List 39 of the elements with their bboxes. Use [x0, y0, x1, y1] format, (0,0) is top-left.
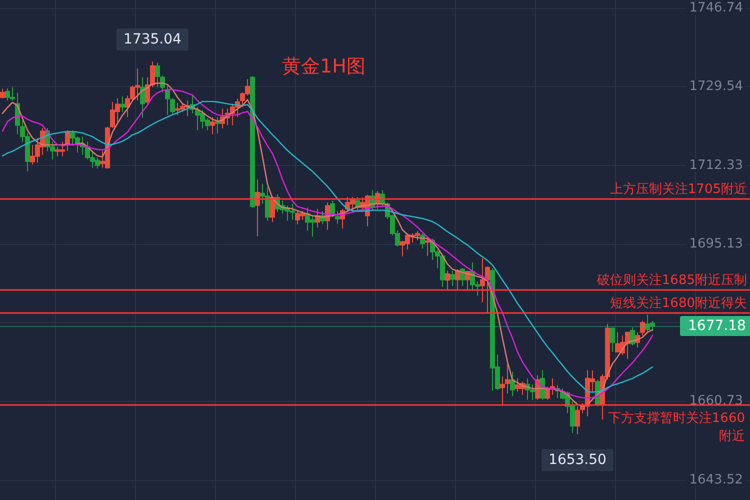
- candlestick: [575, 406, 580, 435]
- candlestick: [250, 76, 255, 208]
- candlestick: [165, 84, 170, 116]
- candlestick: [425, 236, 430, 256]
- candlestick: [450, 270, 455, 287]
- candlestick: [640, 320, 645, 336]
- ref-line-label: 下方支撑暂时关注1660附近: [608, 410, 745, 444]
- candlestick: [445, 270, 450, 290]
- text: 黄金1H图: [282, 56, 366, 78]
- y-tick-label: 1729.54: [689, 79, 743, 94]
- y-tick-label: 1712.33: [689, 158, 743, 173]
- annotation: 1735.04: [124, 32, 182, 48]
- ref-line-label: 上方压制关注1705附近: [610, 180, 747, 197]
- candlestick: [255, 179, 260, 237]
- candlestick: [485, 266, 490, 314]
- y-tick-label: 1695.13: [689, 236, 743, 252]
- candlestick: [510, 371, 515, 397]
- candlestick: [120, 96, 125, 112]
- candlestick: [140, 76, 145, 118]
- y-tick-label: 1643.52: [689, 472, 743, 488]
- y-tick-label: 1746.74: [689, 0, 743, 16]
- candlestick: [215, 116, 220, 134]
- ref-line-label: 破位则关注1685附近压制: [596, 273, 747, 288]
- candlestick: [145, 76, 150, 104]
- ref-line-label: 短线关注1680附近得失: [610, 296, 747, 312]
- candlestick: [505, 363, 510, 394]
- annotation: 1653.50: [548, 452, 606, 468]
- candlestick: [150, 61, 155, 88]
- candlestick: [335, 210, 340, 224]
- candlestick: [610, 326, 615, 352]
- candlestick: [455, 268, 460, 291]
- candlestick: [330, 200, 335, 218]
- candlestick: [500, 376, 505, 405]
- candlestick: [170, 98, 175, 116]
- candlestick: [0, 88, 5, 99]
- ref-line-label: 1677.18: [688, 318, 746, 334]
- candlestick: [545, 386, 550, 400]
- candlestick: [210, 116, 215, 135]
- candlestick: [480, 258, 485, 304]
